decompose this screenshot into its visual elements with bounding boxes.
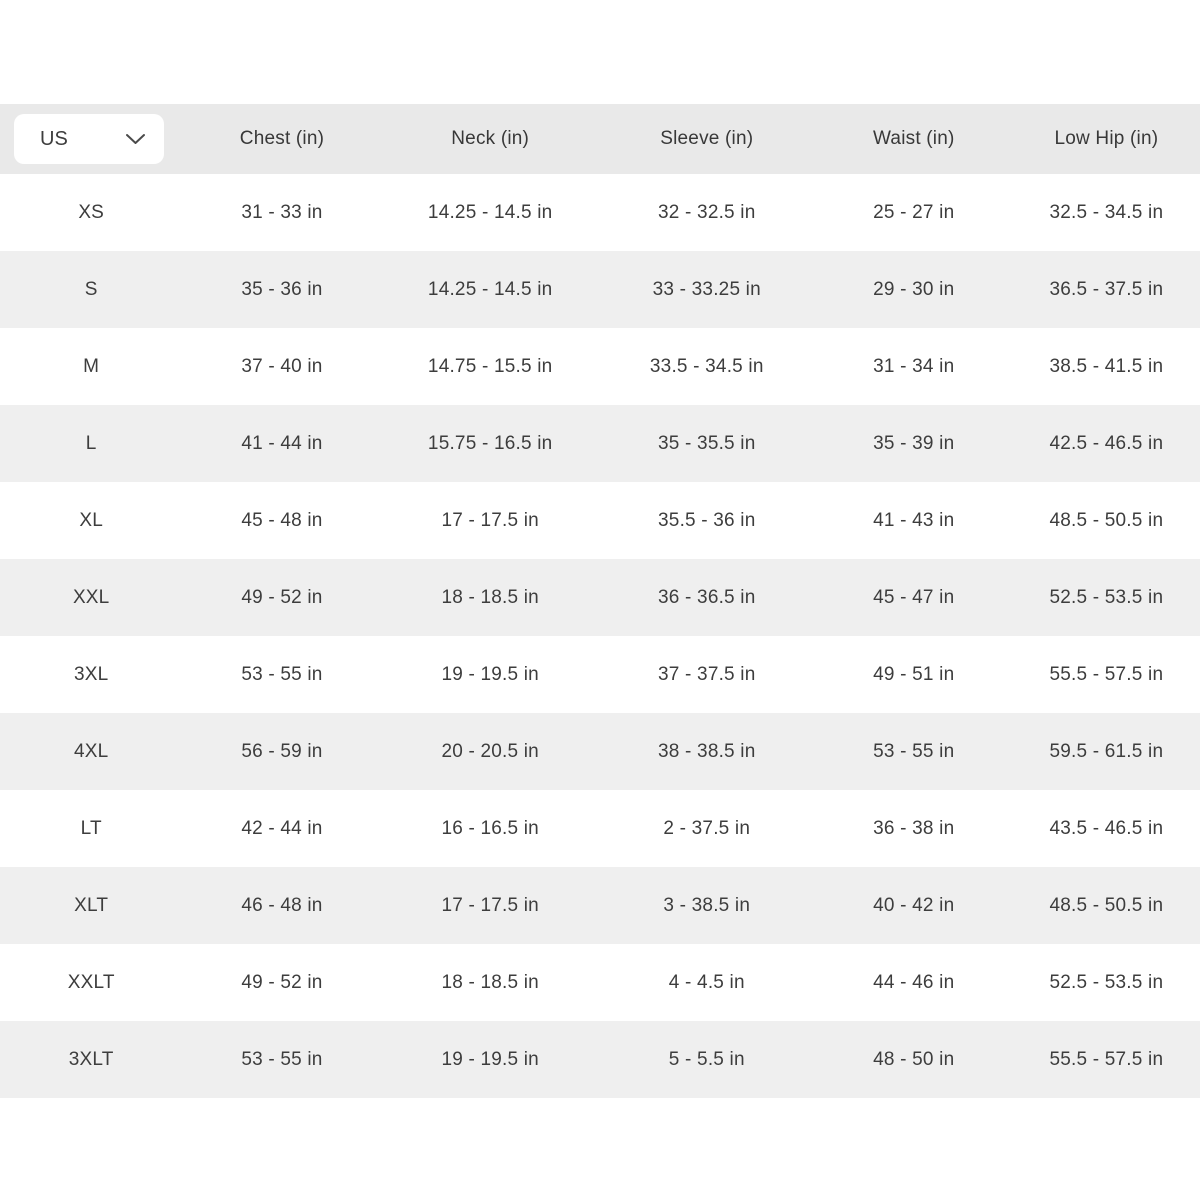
cell-neck: 16 - 16.5 in	[441, 817, 539, 839]
cell-size: M	[83, 355, 100, 377]
cell-size: L	[85, 432, 97, 454]
cell-neck: 19 - 19.5 in	[441, 663, 539, 685]
cell-waist: 25 - 27 in	[873, 201, 955, 223]
cell-neck: 17 - 17.5 in	[441, 509, 539, 531]
cell-low_hip: 42.5 - 46.5 in	[1049, 432, 1164, 454]
table-row: XLT 46 - 48 in 17 - 17.5 in 3 - 38.5 in 40 -…	[0, 867, 1200, 944]
cell-sleeve: 4 - 4.5 in	[668, 971, 745, 993]
cell-waist: 53 - 55 in	[873, 740, 955, 762]
cell-size: XLT	[74, 894, 109, 916]
table-row: XS 31 - 33 in 14.25 - 14.5 in 32 - 32.5 in 2…	[0, 174, 1200, 251]
cell-waist: 49 - 51 in	[873, 663, 955, 685]
cell-sleeve: 35 - 35.5 in	[658, 432, 756, 454]
cell-neck: 14.25 - 14.5 in	[427, 201, 553, 223]
cell-chest: 53 - 55 in	[241, 1048, 323, 1070]
size-table-body: XS 31 - 33 in 14.25 - 14.5 in 32 - 32.5 in 2…	[0, 174, 1200, 1098]
cell-size: LT	[80, 817, 102, 839]
column-header-chest: Chest (in)	[239, 128, 325, 149]
cell-neck: 14.75 - 15.5 in	[427, 355, 553, 377]
cell-neck: 14.25 - 14.5 in	[427, 278, 553, 300]
table-row: S 35 - 36 in 14.25 - 14.5 in 33 - 33.25 in 2…	[0, 251, 1200, 328]
unit-select-value: US	[40, 127, 68, 150]
header-cell-unit: US	[0, 114, 182, 164]
cell-neck: 15.75 - 16.5 in	[427, 432, 553, 454]
cell-waist: 41 - 43 in	[873, 509, 955, 531]
cell-waist: 45 - 47 in	[873, 586, 955, 608]
table-header-row: US Chest (in) Neck (in) Sleeve (in) Waist (…	[0, 104, 1200, 174]
column-header-sleeve: Sleeve (in)	[660, 128, 754, 149]
unit-select-dropdown[interactable]: US	[14, 114, 164, 164]
cell-chest: 49 - 52 in	[241, 971, 323, 993]
cell-chest: 53 - 55 in	[241, 663, 323, 685]
cell-chest: 31 - 33 in	[241, 201, 323, 223]
table-row: LT 42 - 44 in 16 - 16.5 in 2 - 37.5 in 36 - …	[0, 790, 1200, 867]
column-header-waist: Waist (in)	[873, 128, 955, 149]
cell-low_hip: 48.5 - 50.5 in	[1049, 509, 1164, 531]
cell-chest: 45 - 48 in	[241, 509, 323, 531]
cell-size: XL	[79, 509, 104, 531]
cell-chest: 42 - 44 in	[241, 817, 323, 839]
cell-size: 4XL	[73, 740, 109, 762]
cell-low_hip: 43.5 - 46.5 in	[1049, 817, 1164, 839]
cell-waist: 44 - 46 in	[873, 971, 955, 993]
cell-low_hip: 55.5 - 57.5 in	[1049, 1048, 1164, 1070]
cell-waist: 36 - 38 in	[873, 817, 955, 839]
cell-size: XXL	[72, 586, 110, 608]
cell-sleeve: 33 - 33.25 in	[652, 278, 761, 300]
cell-waist: 48 - 50 in	[873, 1048, 955, 1070]
table-row: XXL 49 - 52 in 18 - 18.5 in 36 - 36.5 in 45 …	[0, 559, 1200, 636]
cell-sleeve: 35.5 - 36 in	[658, 509, 756, 531]
cell-low_hip: 55.5 - 57.5 in	[1049, 663, 1164, 685]
size-chart: US Chest (in) Neck (in) Sleeve (in) Waist (…	[0, 104, 1200, 1098]
cell-size: XXLT	[67, 971, 115, 993]
cell-waist: 40 - 42 in	[873, 894, 955, 916]
table-row: 4XL 56 - 59 in 20 - 20.5 in 38 - 38.5 in 53 …	[0, 713, 1200, 790]
cell-waist: 29 - 30 in	[873, 278, 955, 300]
cell-neck: 19 - 19.5 in	[441, 1048, 539, 1070]
cell-size: 3XLT	[68, 1048, 114, 1070]
cell-waist: 35 - 39 in	[873, 432, 955, 454]
cell-neck: 20 - 20.5 in	[441, 740, 539, 762]
cell-chest: 56 - 59 in	[241, 740, 323, 762]
cell-chest: 37 - 40 in	[241, 355, 323, 377]
cell-sleeve: 5 - 5.5 in	[668, 1048, 745, 1070]
table-row: XXLT 49 - 52 in 18 - 18.5 in 4 - 4.5 in 44 -…	[0, 944, 1200, 1021]
table-row: XL 45 - 48 in 17 - 17.5 in 35.5 - 36 in 41 -…	[0, 482, 1200, 559]
cell-chest: 35 - 36 in	[241, 278, 323, 300]
cell-low_hip: 38.5 - 41.5 in	[1049, 355, 1164, 377]
cell-sleeve: 3 - 38.5 in	[663, 894, 751, 916]
cell-neck: 17 - 17.5 in	[441, 894, 539, 916]
cell-chest: 46 - 48 in	[241, 894, 323, 916]
cell-sleeve: 37 - 37.5 in	[658, 663, 756, 685]
cell-low_hip: 48.5 - 50.5 in	[1049, 894, 1164, 916]
table-row: M 37 - 40 in 14.75 - 15.5 in 33.5 - 34.5 in…	[0, 328, 1200, 405]
cell-neck: 18 - 18.5 in	[441, 971, 539, 993]
cell-size: 3XL	[73, 663, 109, 685]
cell-low_hip: 59.5 - 61.5 in	[1049, 740, 1164, 762]
table-row: 3XLT 53 - 55 in 19 - 19.5 in 5 - 5.5 in 48 -…	[0, 1021, 1200, 1098]
cell-sleeve: 2 - 37.5 in	[663, 817, 751, 839]
cell-low_hip: 36.5 - 37.5 in	[1049, 278, 1164, 300]
column-header-neck: Neck (in)	[451, 128, 530, 149]
cell-waist: 31 - 34 in	[873, 355, 955, 377]
column-header-low_hip: Low Hip (in)	[1054, 128, 1159, 149]
chevron-down-icon	[125, 133, 146, 145]
cell-low_hip: 52.5 - 53.5 in	[1049, 971, 1164, 993]
cell-neck: 18 - 18.5 in	[441, 586, 539, 608]
cell-low_hip: 52.5 - 53.5 in	[1049, 586, 1164, 608]
cell-size: S	[84, 278, 98, 300]
cell-sleeve: 38 - 38.5 in	[658, 740, 756, 762]
cell-chest: 49 - 52 in	[241, 586, 323, 608]
cell-chest: 41 - 44 in	[241, 432, 323, 454]
cell-sleeve: 36 - 36.5 in	[658, 586, 756, 608]
cell-size: XS	[78, 201, 105, 223]
cell-low_hip: 32.5 - 34.5 in	[1049, 201, 1164, 223]
cell-sleeve: 33.5 - 34.5 in	[649, 355, 764, 377]
table-row: 3XL 53 - 55 in 19 - 19.5 in 37 - 37.5 in 49 …	[0, 636, 1200, 713]
table-row: L 41 - 44 in 15.75 - 16.5 in 35 - 35.5 in 35…	[0, 405, 1200, 482]
cell-sleeve: 32 - 32.5 in	[658, 201, 756, 223]
